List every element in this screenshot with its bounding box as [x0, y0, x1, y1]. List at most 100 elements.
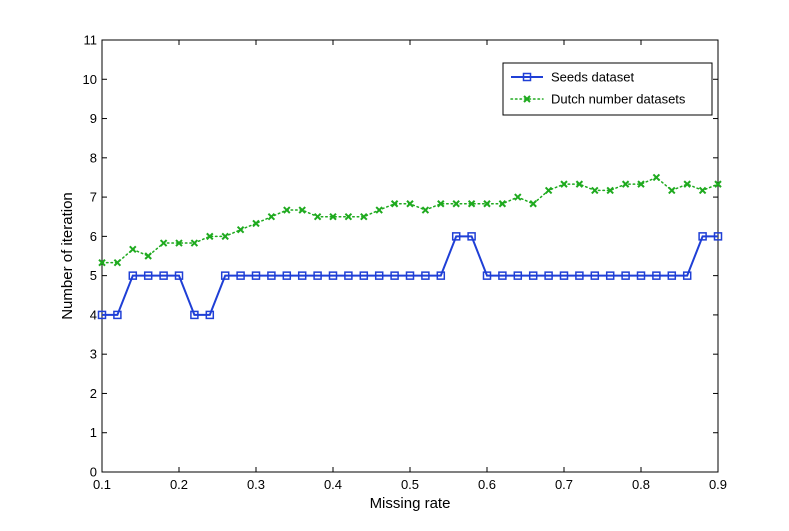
series-1	[98, 173, 722, 267]
data-point	[97, 310, 107, 320]
x-tick-label: 0.7	[555, 477, 573, 492]
data-point	[236, 225, 245, 234]
data-point	[359, 271, 369, 280]
data-point	[174, 271, 184, 280]
data-point	[159, 239, 168, 247]
data-point	[375, 206, 383, 214]
data-point	[637, 180, 645, 188]
y-tick-label: 2	[90, 386, 97, 401]
x-tick-label: 0.1	[93, 477, 111, 492]
y-tick-label: 5	[90, 268, 97, 283]
data-point	[606, 186, 614, 195]
data-point	[144, 252, 152, 260]
data-point	[636, 271, 646, 280]
data-point	[113, 258, 122, 267]
data-point	[329, 213, 337, 221]
legend-marker	[523, 95, 531, 103]
y-tick-label: 10	[83, 72, 97, 87]
data-point	[175, 239, 183, 247]
y-tick-label: 3	[90, 347, 97, 362]
data-point	[374, 271, 384, 280]
data-point	[406, 200, 414, 208]
data-point	[298, 206, 306, 214]
data-point	[221, 232, 229, 241]
legend-label: Seeds dataset	[551, 70, 635, 85]
x-tick-label: 0.3	[247, 477, 265, 492]
y-tick-label: 1	[90, 425, 97, 440]
data-point	[282, 271, 292, 280]
legend-marker	[522, 72, 532, 82]
data-point	[698, 186, 707, 195]
data-point	[283, 206, 291, 214]
legend: Seeds dataset Dutch number datasets	[502, 62, 713, 116]
data-point	[544, 186, 553, 195]
data-point	[405, 271, 415, 280]
data-point	[159, 271, 168, 280]
data-point	[190, 310, 199, 320]
data-point	[652, 173, 661, 182]
data-point	[267, 213, 276, 221]
y-axis-label: Number of iteration	[59, 192, 76, 320]
y-tick-label: 9	[90, 111, 97, 126]
data-point	[482, 271, 492, 280]
data-point	[267, 271, 276, 280]
data-point	[390, 271, 399, 280]
x-tick-label: 0.4	[324, 477, 342, 492]
data-point	[683, 180, 691, 188]
legend-box	[502, 62, 713, 116]
data-point	[668, 186, 676, 195]
data-point	[252, 219, 260, 228]
data-point	[297, 271, 307, 280]
data-point	[451, 232, 461, 241]
data-point	[621, 271, 630, 280]
data-point	[713, 232, 723, 241]
data-point	[313, 213, 322, 221]
data-point	[421, 206, 430, 214]
data-point	[652, 271, 661, 280]
data-point	[251, 271, 261, 280]
x-tick-label: 0.6	[478, 477, 496, 492]
data-point	[575, 180, 584, 188]
data-point	[436, 271, 446, 280]
series-0	[97, 232, 723, 320]
y-tick-label: 6	[90, 229, 97, 244]
y-tick-label: 7	[90, 190, 97, 205]
x-tick-label: 0.9	[709, 477, 727, 492]
data-point	[467, 232, 476, 241]
data-point	[205, 310, 215, 320]
data-point	[714, 180, 722, 188]
data-point	[682, 271, 692, 280]
data-point	[129, 245, 137, 254]
data-point	[575, 271, 584, 280]
data-point	[483, 200, 491, 208]
series-layer	[97, 173, 723, 320]
data-point	[143, 271, 153, 280]
data-point	[590, 271, 600, 280]
data-point	[98, 258, 106, 267]
y-tick-label: 11	[84, 33, 98, 48]
axis-ticks: 0.1 0.2 0.3 0.4 0.5 0.6 0.7 0.8 0.9 0 1 2 3 4 5 6 7 8 9 10 1…	[83, 33, 728, 493]
legend-label: Dutch number datasets	[551, 92, 686, 107]
data-point	[220, 271, 230, 280]
data-point	[528, 271, 538, 280]
x-tick-label: 0.2	[170, 477, 188, 492]
data-point	[591, 186, 599, 195]
data-point	[437, 200, 445, 208]
x-tick-label: 0.8	[632, 477, 650, 492]
data-point	[344, 213, 353, 221]
data-point	[544, 271, 553, 280]
data-point	[344, 271, 353, 280]
y-tick-label: 0	[90, 465, 97, 480]
data-point	[605, 271, 615, 280]
legend-entry: Seeds dataset	[511, 70, 635, 85]
data-point	[190, 239, 199, 247]
data-point	[421, 271, 430, 280]
data-point	[667, 271, 677, 280]
x-tick-label: 0.5	[401, 477, 419, 492]
data-point	[206, 232, 214, 241]
data-point	[390, 200, 399, 208]
legend-entry: Dutch number datasets	[510, 92, 686, 107]
data-point	[698, 232, 707, 241]
data-point	[113, 310, 122, 320]
